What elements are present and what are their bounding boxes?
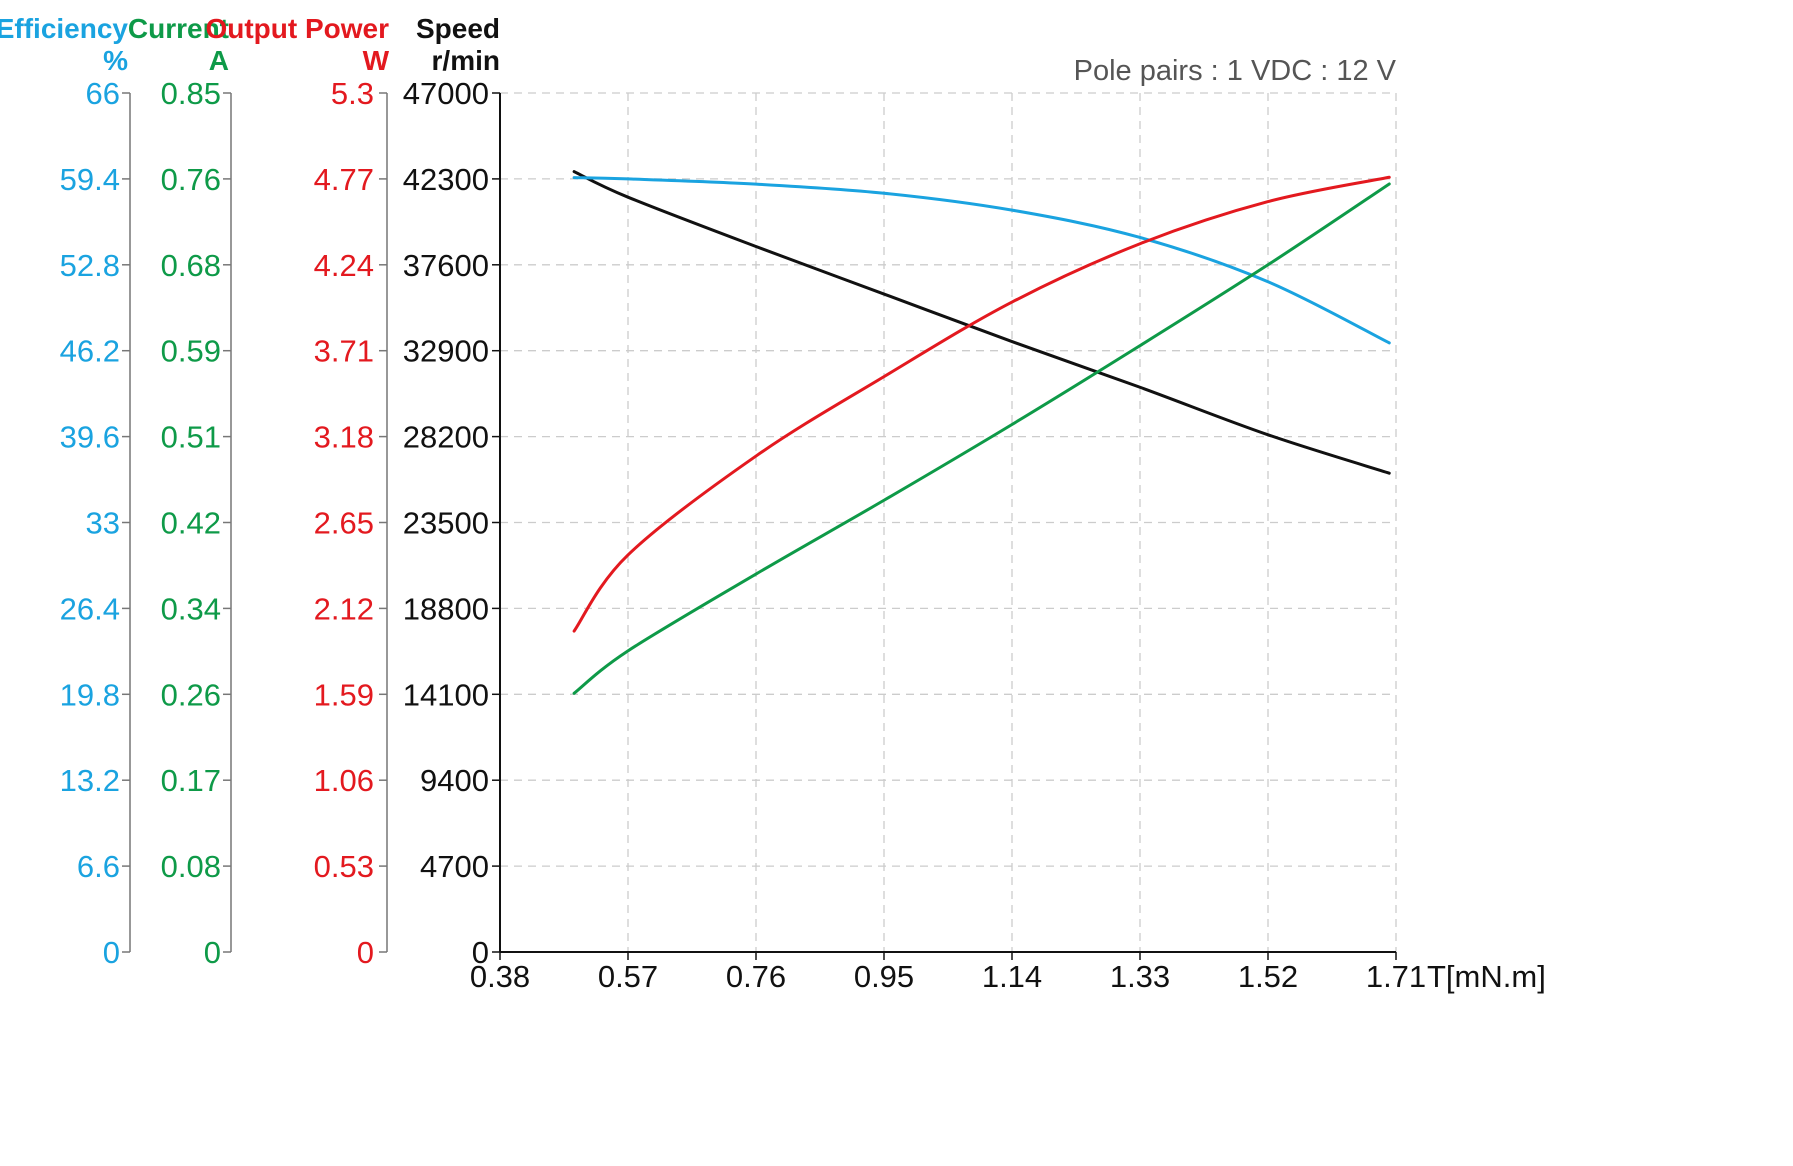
power-tick-label: 0 bbox=[357, 935, 374, 970]
speed-tick-label: 0 bbox=[472, 935, 489, 970]
efficiency-tick-label: 39.6 bbox=[60, 420, 120, 455]
speed-axis-title: Speed bbox=[416, 13, 500, 44]
current-tick-label: 0.08 bbox=[161, 849, 221, 884]
speed-curve bbox=[572, 170, 1391, 475]
efficiency-curve bbox=[572, 176, 1391, 345]
speed-axis-unit: r/min bbox=[432, 45, 500, 76]
efficiency-tick-label: 6.6 bbox=[77, 849, 120, 884]
efficiency-tick-label: 13.2 bbox=[60, 763, 120, 798]
speed-tick-label: 9400 bbox=[420, 763, 489, 798]
current-curve bbox=[572, 182, 1391, 695]
efficiency-tick-label: 52.8 bbox=[60, 248, 120, 283]
power-tick-label: 5.3 bbox=[331, 76, 374, 111]
chart-note: Pole pairs : 1 VDC : 12 V bbox=[1074, 55, 1397, 87]
current-tick-label: 0.76 bbox=[161, 162, 221, 197]
efficiency-tick-label: 19.8 bbox=[60, 677, 120, 712]
performance-chart: 0 6.6 13.2 19.8 26.4 33 39.6 46.2 52.8 59.4 66 Effi… bbox=[0, 13, 1546, 994]
power-tick-label: 3.18 bbox=[314, 420, 374, 455]
power-tick-label: 4.24 bbox=[314, 248, 374, 283]
speed-tick-label: 14100 bbox=[403, 677, 489, 712]
x-tick-label: 1.33 bbox=[1110, 959, 1170, 994]
speed-tick-label: 37600 bbox=[403, 248, 489, 283]
current-axis-title: Current bbox=[128, 13, 229, 44]
grid bbox=[500, 92, 1397, 952]
efficiency-tick-label: 66 bbox=[86, 76, 120, 111]
x-tick-label: 0.95 bbox=[854, 959, 914, 994]
power-tick-label: 2.12 bbox=[314, 591, 374, 626]
series-lines bbox=[572, 170, 1391, 695]
current-tick-label: 0 bbox=[204, 935, 221, 970]
efficiency-tick-label: 26.4 bbox=[60, 591, 120, 626]
speed-tick-label: 42300 bbox=[403, 162, 489, 197]
x-tick-label: 0.38 bbox=[470, 959, 530, 994]
power-curve bbox=[572, 175, 1391, 633]
x-tick-label: 1.14 bbox=[982, 959, 1042, 994]
current-tick-label: 0.26 bbox=[161, 677, 221, 712]
efficiency-tick-label: 46.2 bbox=[60, 334, 120, 369]
x-tick-label: 1.52 bbox=[1238, 959, 1298, 994]
power-tick-label: 3.71 bbox=[314, 334, 374, 369]
axes: 0 6.6 13.2 19.8 26.4 33 39.6 46.2 52.8 59.4 66 Effi… bbox=[0, 13, 1546, 994]
power-tick-label: 2.65 bbox=[314, 506, 374, 541]
current-tick-label: 0.17 bbox=[161, 763, 221, 798]
x-axis-title: T[mN.m] bbox=[1427, 959, 1546, 994]
power-axis-unit: W bbox=[363, 45, 390, 76]
current-axis-unit: A bbox=[209, 45, 229, 76]
efficiency-tick-label: 33 bbox=[86, 506, 120, 541]
efficiency-axis-unit: % bbox=[103, 45, 128, 76]
x-tick-label: 0.57 bbox=[598, 959, 658, 994]
current-tick-label: 0.34 bbox=[161, 591, 221, 626]
speed-tick-label: 18800 bbox=[403, 591, 489, 626]
efficiency-tick-label: 0 bbox=[103, 935, 120, 970]
x-tick-label: 0.76 bbox=[726, 959, 786, 994]
power-tick-label: 1.59 bbox=[314, 677, 374, 712]
current-tick-label: 0.51 bbox=[161, 420, 221, 455]
power-axis-title: Output Power bbox=[205, 13, 389, 44]
efficiency-tick-label: 59.4 bbox=[60, 162, 120, 197]
x-tick-label: 1.71 bbox=[1366, 959, 1426, 994]
current-tick-label: 0.85 bbox=[161, 76, 221, 111]
power-tick-label: 1.06 bbox=[314, 763, 374, 798]
current-tick-label: 0.59 bbox=[161, 334, 221, 369]
speed-tick-label: 28200 bbox=[403, 420, 489, 455]
efficiency-axis-title: Efficiency bbox=[0, 13, 128, 44]
speed-tick-label: 47000 bbox=[403, 76, 489, 111]
power-tick-label: 4.77 bbox=[314, 162, 374, 197]
speed-tick-label: 4700 bbox=[420, 849, 489, 884]
speed-tick-label: 23500 bbox=[403, 506, 489, 541]
current-tick-label: 0.42 bbox=[161, 506, 221, 541]
current-tick-label: 0.68 bbox=[161, 248, 221, 283]
speed-tick-label: 32900 bbox=[403, 334, 489, 369]
power-tick-label: 0.53 bbox=[314, 849, 374, 884]
